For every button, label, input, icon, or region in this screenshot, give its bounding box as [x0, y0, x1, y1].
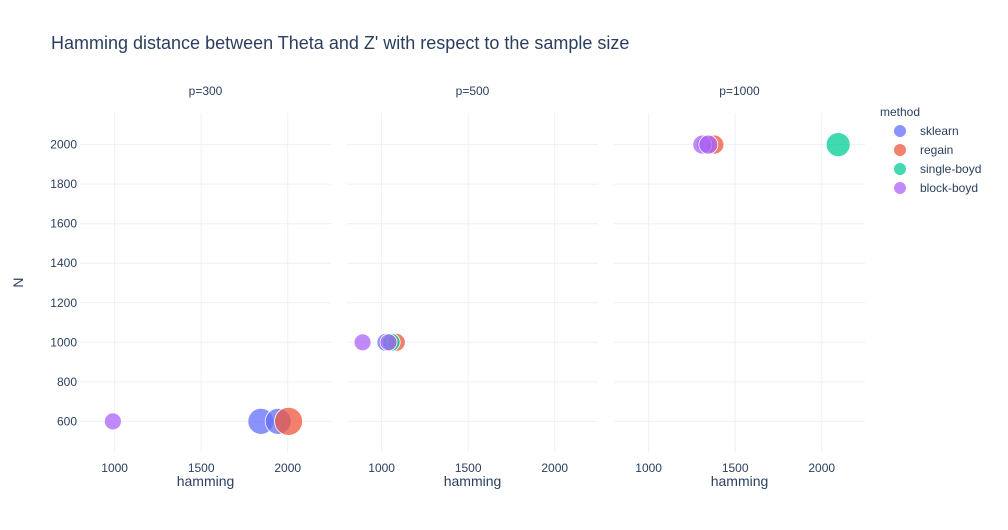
legend-item-sklearn[interactable]: sklearn: [894, 124, 959, 138]
y-tick-label: 1400: [50, 256, 77, 270]
legend-item-regain[interactable]: regain: [894, 143, 953, 157]
data-point-block-boyd[interactable]: [379, 333, 398, 352]
y-tick-label: 800: [57, 375, 77, 389]
legend-marker: [894, 125, 906, 137]
x-tick-label: 2000: [274, 461, 301, 475]
x-tick-label: 1500: [188, 461, 215, 475]
x-tick-label: 1000: [635, 461, 662, 475]
x-tick-label: 1500: [722, 461, 749, 475]
data-point-block-boyd[interactable]: [353, 333, 372, 352]
x-tick-label: 2000: [808, 461, 835, 475]
facet-label: p=1000: [719, 84, 760, 98]
legend-label: single-boyd: [920, 162, 981, 176]
legend-marker: [894, 182, 906, 194]
legend-marker: [894, 144, 906, 156]
legend-label: sklearn: [920, 124, 959, 138]
data-point-block-boyd[interactable]: [103, 412, 122, 431]
legend-marker: [894, 163, 906, 175]
point-layer: [103, 132, 851, 436]
legend-label: regain: [920, 143, 953, 157]
x-tick-label: 1000: [368, 461, 395, 475]
x-axis-title: hamming: [177, 473, 235, 489]
legend-item-single-boyd[interactable]: single-boyd: [894, 162, 981, 176]
label-layer: hamming p=300 hamming p=500 hamming p=1000 N: [10, 84, 768, 489]
y-axis-title: N: [10, 277, 26, 287]
y-tick-label: 1200: [50, 296, 77, 310]
tick-layer: 1000 1500 2000 1000 1500 2000 1000 1500 2000 600 8…: [50, 138, 835, 475]
grid-layer: [80, 113, 865, 452]
data-point-block-boyd[interactable]: [698, 134, 719, 155]
y-tick-label: 1000: [50, 335, 77, 349]
legend-item-block-boyd[interactable]: block-boyd: [894, 181, 978, 195]
facet-label: p=500: [456, 84, 490, 98]
x-axis-title: hamming: [444, 473, 502, 489]
chart-title: Hamming distance between Theta and Z' wi…: [51, 33, 630, 53]
y-tick-label: 600: [57, 414, 77, 428]
legend-title: method: [880, 105, 920, 119]
x-tick-label: 1500: [455, 461, 482, 475]
x-tick-label: 1000: [101, 461, 128, 475]
data-point-single-boyd[interactable]: [825, 132, 851, 158]
y-tick-label: 1800: [50, 177, 77, 191]
data-point-regain[interactable]: [274, 406, 303, 436]
legend-label: block-boyd: [920, 181, 978, 195]
y-tick-label: 1600: [50, 217, 77, 231]
y-tick-label: 2000: [50, 138, 77, 152]
facet-label: p=300: [189, 84, 223, 98]
x-axis-title: hamming: [711, 473, 769, 489]
x-tick-label: 2000: [541, 461, 568, 475]
